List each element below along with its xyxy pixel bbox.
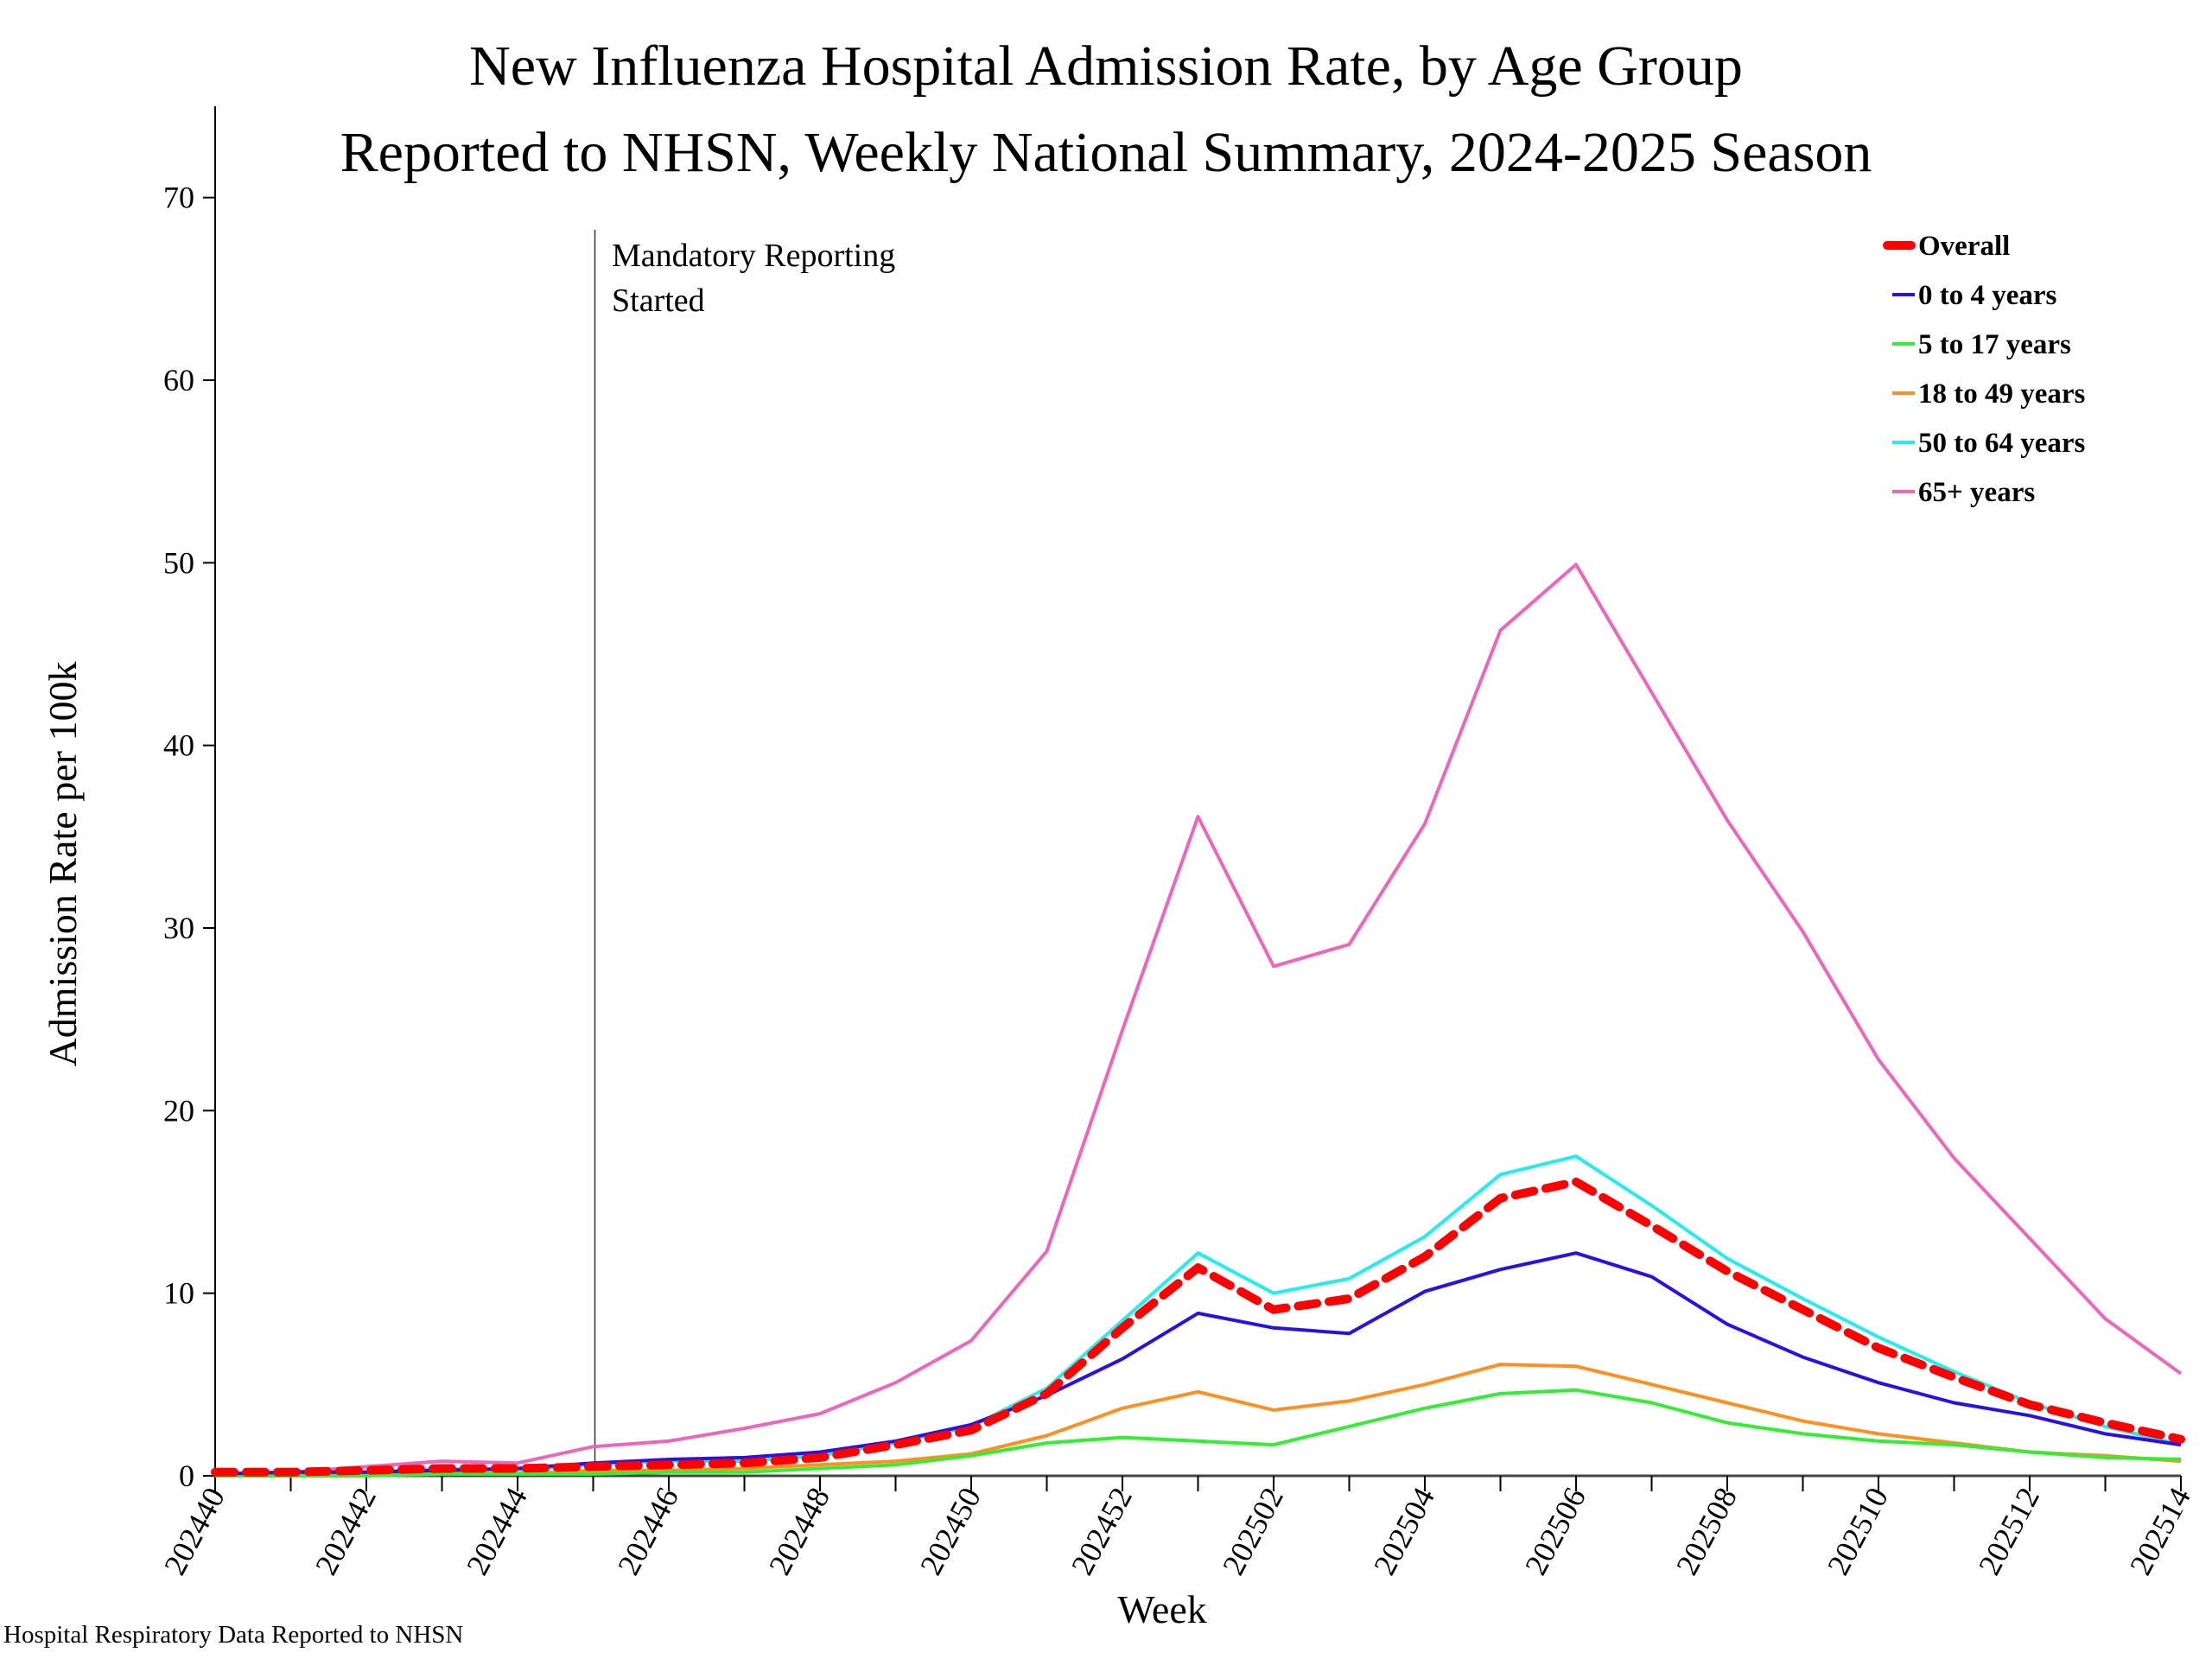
legend: Overall 0 to 4 years 5 to 17 years 18 to 49…	[1883, 231, 2086, 508]
x-tick-label: 202506	[1518, 1482, 1592, 1580]
footer-source: Hospital Respiratory Data Reported to NH…	[3, 1621, 464, 1649]
y-tick-label: 0	[179, 1459, 194, 1493]
legend-label: 0 to 4 years	[1918, 280, 2057, 311]
x-tick-label: 202448	[762, 1482, 836, 1580]
series-line-18-to-49-years	[215, 1363, 2182, 1478]
annotation-line2: Started	[612, 283, 705, 319]
legend-label: 65+ years	[1918, 477, 2035, 508]
y-axis-label: Admission Rate per 100k	[41, 662, 85, 1067]
x-tick-label: 202512	[1972, 1482, 2046, 1580]
y-tick-label: 50	[163, 545, 194, 580]
y-tick-label: 60	[163, 363, 194, 397]
series-line-65-years	[214, 563, 2183, 1476]
chart-title: New Influenza Hospital Admission Rate, b…	[469, 35, 1743, 98]
series-line-50-to-64-years	[214, 1154, 2182, 1478]
y-tick-label: 40	[163, 728, 194, 763]
x-tick-label: 202502	[1216, 1482, 1290, 1580]
x-tick-label: 202452	[1065, 1482, 1139, 1580]
x-tick-label: 202440	[157, 1482, 232, 1580]
x-tick-label: 202450	[913, 1482, 988, 1580]
mandatory-reporting-annotation: Mandatory Reporting Started	[594, 230, 895, 1476]
x-tick-label: 202514	[2123, 1482, 2197, 1580]
series-line-5-to-17-years	[215, 1388, 2182, 1478]
x-tick-label: 202446	[611, 1482, 685, 1580]
y-tick-label: 70	[163, 181, 194, 215]
x-tick-label: 202444	[460, 1482, 534, 1580]
x-axis-label: Week	[1117, 1587, 1207, 1631]
y-tick-label: 10	[163, 1276, 194, 1311]
legend-label: 18 to 49 years	[1918, 378, 2086, 410]
y-tick-label: 20	[163, 1093, 194, 1128]
series-line-overall	[211, 1177, 2185, 1477]
x-tick-label: 202510	[1821, 1482, 1895, 1580]
chart-subtitle: Reported to NHSN, Weekly National Summar…	[340, 121, 1872, 184]
y-tick-label: 30	[163, 911, 194, 945]
x-tick-label: 202508	[1669, 1482, 1744, 1580]
x-tick-label: 202504	[1367, 1482, 1441, 1580]
legend-label: 5 to 17 years	[1918, 329, 2071, 360]
legend-label: Overall	[1918, 231, 2010, 262]
x-tick-label: 202442	[308, 1482, 383, 1580]
legend-label: 50 to 64 years	[1918, 428, 2086, 459]
annotation-line1: Mandatory Reporting	[612, 238, 895, 274]
